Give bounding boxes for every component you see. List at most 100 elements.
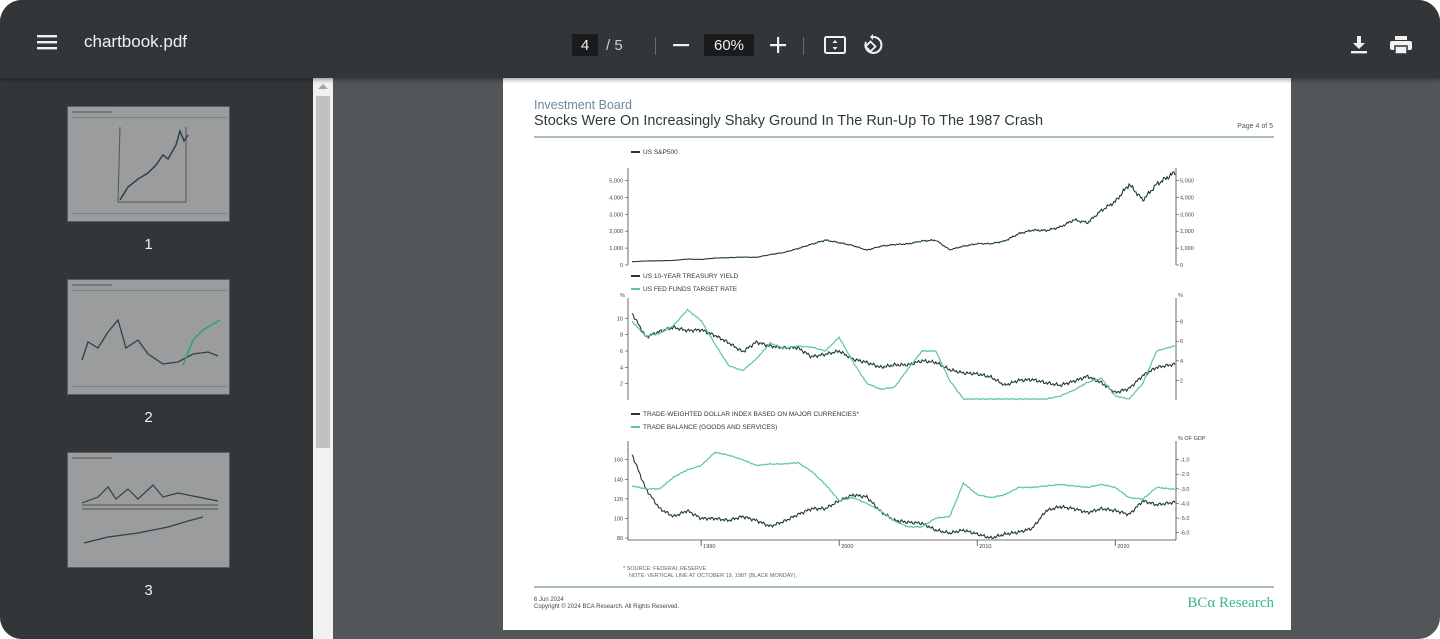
- thumbnail-chart: [72, 111, 227, 214]
- legend-swatch: [631, 413, 640, 415]
- series-line-0: [632, 171, 1176, 263]
- legend-label: US 10-YEAR TREASURY YIELD: [643, 273, 739, 280]
- series-line-0: [631, 454, 1176, 539]
- y2-tick-label: -5.0: [1180, 516, 1189, 522]
- y-tick-label: 80: [617, 536, 623, 542]
- y-tick-label: 160: [614, 458, 623, 464]
- thumbnail-label: 3: [144, 582, 153, 599]
- page-heading: Stocks Were On Increasingly Shaky Ground…: [534, 113, 1044, 129]
- legend-label: TRADE BALANCE (GOODS AND SERVICES): [643, 424, 777, 431]
- download-icon: [1351, 36, 1367, 54]
- thumbnail-label: 1: [144, 236, 153, 253]
- page-total: / 5: [606, 36, 623, 54]
- copyright: Copyright © 2024 BCA Research. All Right…: [534, 604, 680, 610]
- right-unit: %: [1178, 293, 1183, 299]
- legend-label: US FED FUNDS TARGET RATE: [643, 286, 738, 293]
- zoom-out-icon: [673, 44, 689, 47]
- legend-swatch: [631, 151, 640, 153]
- rotate-button[interactable]: [860, 33, 886, 57]
- page-number-input[interactable]: 4: [572, 34, 598, 56]
- print-button[interactable]: [1389, 34, 1413, 56]
- zoom-in-icon: [770, 37, 786, 53]
- y2-tick-label: 2: [1180, 378, 1183, 384]
- zoom-out-button[interactable]: [668, 33, 694, 57]
- zoom-input[interactable]: 60%: [704, 34, 754, 56]
- y2-tick-label: 1,000: [1180, 246, 1194, 252]
- y-tick-label: 1,000: [609, 246, 623, 252]
- footer-rule: [534, 586, 1274, 588]
- y-tick-label: 0: [620, 263, 623, 269]
- x-tick-label: 2010: [979, 544, 991, 550]
- y-tick-label: 10: [617, 316, 623, 322]
- y2-tick-label: -2.0: [1180, 472, 1189, 478]
- thumbnail-sidebar: 1 2 3: [0, 78, 313, 639]
- y-tick-label: 4: [620, 365, 623, 371]
- y2-tick-label: 4,000: [1180, 195, 1194, 201]
- page-label: Page 4 of 5: [1237, 123, 1273, 130]
- page-thumbnail[interactable]: [67, 279, 230, 395]
- thumbnail-label: 2: [144, 409, 153, 426]
- y-tick-label: 2,000: [609, 229, 623, 235]
- series-line-0: [631, 313, 1176, 395]
- legend-label: TRADE-WEIGHTED DOLLAR INDEX BASED ON MAJ…: [643, 411, 859, 418]
- divider: [655, 37, 656, 55]
- y-tick-label: 4,000: [609, 195, 623, 201]
- y-tick-label: 100: [614, 516, 623, 522]
- x-tick-label: 2000: [841, 544, 853, 550]
- y2-tick-label: 3,000: [1180, 212, 1194, 218]
- y-tick-label: 8: [620, 333, 623, 339]
- bca-logo: BCα Research: [1187, 595, 1274, 611]
- pdf-page: Investment Board Stocks Were On Increasi…: [503, 78, 1291, 630]
- right-unit: % OF GDP: [1178, 436, 1206, 442]
- y-tick-label: 3,000: [609, 212, 623, 218]
- section-label: Investment Board: [534, 98, 632, 112]
- toolbar: chartbook.pdf 4 / 5 60%: [0, 0, 1440, 78]
- fit-page-button[interactable]: [822, 33, 848, 57]
- divider: [803, 37, 804, 55]
- y2-tick-label: -1.0: [1180, 458, 1189, 464]
- y-tick-label: 6: [620, 349, 623, 355]
- legend-label: US S&P500: [643, 149, 678, 156]
- fit-page-icon: [824, 36, 846, 54]
- y2-tick-label: 2,000: [1180, 229, 1194, 235]
- y-tick-label: 140: [614, 477, 623, 483]
- page-thumbnail[interactable]: [67, 452, 230, 568]
- scrollbar-thumb[interactable]: [316, 96, 330, 448]
- y2-tick-label: -4.0: [1180, 501, 1189, 507]
- y-tick-label: 5,000: [609, 178, 623, 184]
- y2-tick-label: -3.0: [1180, 487, 1189, 493]
- header-rule: [534, 136, 1274, 138]
- thumbnail-chart: [72, 284, 227, 387]
- x-tick-label: 1990: [703, 544, 715, 550]
- zoom-in-button[interactable]: [765, 33, 791, 57]
- footnote-source: * SOURCE: FEDERAL RESERVE.: [623, 566, 708, 572]
- legend-swatch: [631, 288, 640, 290]
- left-unit: %: [620, 293, 625, 299]
- series-line-1: [631, 451, 1176, 529]
- report-date: 6 Jun 2024: [534, 597, 564, 603]
- charts: US S&P500 0 0 1,000 1,000 2,000 2,000 3,000 3,00…: [609, 149, 1206, 550]
- y2-tick-label: 4: [1180, 359, 1183, 365]
- menu-icon: [37, 35, 57, 50]
- page-thumbnail[interactable]: [67, 106, 230, 222]
- series-line-1: [631, 308, 1176, 401]
- y2-tick-label: 6: [1180, 339, 1183, 345]
- sidebar-scrollbar[interactable]: [313, 78, 333, 639]
- document-title: chartbook.pdf: [84, 32, 188, 51]
- legend-swatch: [631, 275, 640, 277]
- y-tick-label: 2: [620, 382, 623, 388]
- y2-tick-label: 5,000: [1180, 178, 1194, 184]
- y2-tick-label: -6.0: [1180, 531, 1189, 537]
- print-icon: [1390, 36, 1412, 54]
- rotate-icon: [864, 34, 883, 54]
- y2-tick-label: 8: [1180, 320, 1183, 326]
- x-tick-label: 2020: [1117, 544, 1129, 550]
- scroll-up-icon[interactable]: [318, 84, 328, 89]
- y2-tick-label: 0: [1180, 263, 1183, 269]
- legend-swatch: [631, 426, 640, 428]
- download-button[interactable]: [1348, 34, 1370, 56]
- thumbnail-chart: [72, 457, 219, 544]
- menu-button[interactable]: [30, 28, 64, 56]
- y-tick-label: 120: [614, 497, 623, 503]
